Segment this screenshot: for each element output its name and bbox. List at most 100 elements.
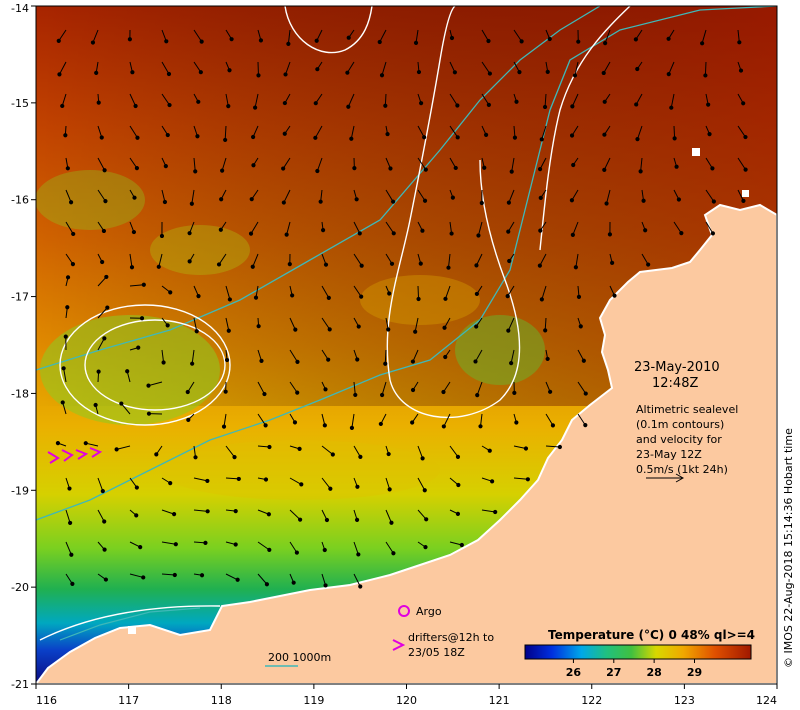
velocity-vector-head — [349, 425, 355, 430]
velocity-vector-head — [193, 169, 198, 174]
velocity-vector-head — [523, 446, 529, 451]
velocity-vector-head — [102, 168, 107, 173]
velocity-vector — [539, 253, 547, 266]
velocity-vector-head — [512, 390, 517, 395]
drifter-tracks — [47, 447, 103, 464]
velocity-vector — [412, 349, 419, 362]
velocity-vector-head — [517, 70, 522, 75]
velocity-vector — [737, 157, 747, 170]
velocity-vector-head — [104, 274, 109, 280]
velocity-vector — [385, 509, 392, 523]
velocity-vector-head — [569, 198, 575, 203]
velocity-vector-head — [114, 447, 119, 452]
colorbar-tick-label: 28 — [646, 666, 661, 679]
velocity-vector-head — [383, 361, 388, 366]
velocity-vector-head — [576, 294, 582, 299]
colorbar — [524, 644, 752, 660]
velocity-vector-head — [205, 509, 210, 514]
velocity-vector-head — [198, 70, 203, 75]
velocity-vector-head — [353, 392, 358, 398]
velocity-vector — [385, 221, 395, 234]
velocity-vector-head — [706, 102, 711, 107]
velocity-vector-head — [205, 478, 210, 484]
velocity-vector-head — [514, 99, 519, 104]
velocity-vector-head — [69, 552, 74, 557]
velocity-vector-head — [68, 520, 73, 526]
velocity-vector-head — [253, 295, 259, 300]
velocity-vector — [447, 253, 451, 268]
velocity-vector-head — [250, 264, 255, 269]
velocity-vector — [225, 285, 231, 300]
velocity-vector — [225, 317, 230, 331]
velocity-vector-head — [416, 296, 421, 302]
velocity-vector-head — [422, 488, 427, 493]
velocity-vector-head — [389, 520, 394, 525]
velocity-vector-head — [583, 391, 588, 396]
velocity-vector-head — [490, 479, 495, 484]
velocity-vector-head — [313, 101, 318, 106]
velocity-vector-head — [419, 101, 424, 106]
velocity-vector-head — [295, 359, 300, 364]
velocity-vector — [161, 93, 170, 106]
velocity-vector-head — [475, 393, 480, 398]
velocity-vector — [575, 253, 579, 268]
velocity-vector-head — [487, 71, 492, 76]
x-tick-label: 123 — [674, 694, 695, 707]
velocity-vector — [314, 125, 323, 139]
velocity-vector — [250, 221, 259, 234]
velocity-vector — [704, 61, 707, 76]
velocity-vector-head — [634, 102, 639, 107]
velocity-vector — [544, 93, 547, 107]
velocity-vector-head — [266, 512, 271, 517]
date-label: 23-May-2010 — [634, 360, 720, 375]
velocity-vector-head — [710, 166, 715, 171]
y-tick-label: -17 — [11, 291, 29, 304]
velocity-vector-head — [101, 228, 107, 234]
velocity-vector-head — [99, 135, 104, 140]
velocity-vector-head — [386, 451, 391, 457]
velocity-vector — [545, 445, 560, 448]
velocity-vector — [417, 477, 426, 491]
x-tick-label: 117 — [118, 694, 139, 707]
velocity-vector-head — [486, 102, 491, 107]
velocity-vector-head — [359, 294, 364, 299]
velocity-vector-head — [602, 132, 607, 137]
velocity-vector — [289, 381, 298, 393]
bathymetry-1000m — [36, 6, 601, 371]
velocity-vector-head — [581, 358, 586, 363]
velocity-vector-head — [138, 545, 143, 550]
colorbar-title: Temperature (°C) 0 48% ql>=4 — [548, 628, 755, 642]
velocity-vector — [417, 285, 420, 299]
velocity-vector-head — [159, 233, 165, 239]
velocity-vector — [347, 93, 355, 107]
velocity-vector — [321, 477, 331, 490]
velocity-vector-head — [282, 131, 287, 136]
velocity-vector-head — [387, 487, 392, 492]
time-label: 12:48Z — [652, 376, 698, 391]
velocity-vector-head — [452, 70, 457, 75]
velocity-vector — [97, 338, 105, 351]
x-tick-label: 116 — [36, 694, 57, 707]
velocity-vector-head — [165, 132, 170, 138]
velocity-vector-head — [602, 167, 607, 172]
velocity-vector-head — [141, 575, 146, 580]
velocity-vector-head — [293, 327, 298, 332]
velocity-vector-head — [94, 70, 99, 75]
velocity-vector-head — [235, 577, 240, 582]
velocity-vector-head — [323, 262, 329, 267]
velocity-vector-head — [442, 325, 447, 330]
velocity-vector-head — [286, 41, 291, 46]
velocity-vector-head — [420, 228, 425, 233]
velocity-vector-head — [298, 517, 303, 522]
velocity-vector-head — [557, 444, 562, 450]
velocity-vector-head — [130, 70, 135, 75]
velocity-vector-head — [187, 231, 192, 236]
velocity-vector — [59, 61, 67, 75]
velocity-vector — [351, 413, 355, 428]
velocity-vector-head — [449, 231, 454, 236]
velocity-vector — [477, 221, 483, 236]
x-tick-label: 124 — [756, 694, 777, 707]
velocity-vector — [65, 221, 74, 235]
velocity-vector-head — [132, 195, 137, 200]
velocity-vector — [289, 317, 296, 330]
